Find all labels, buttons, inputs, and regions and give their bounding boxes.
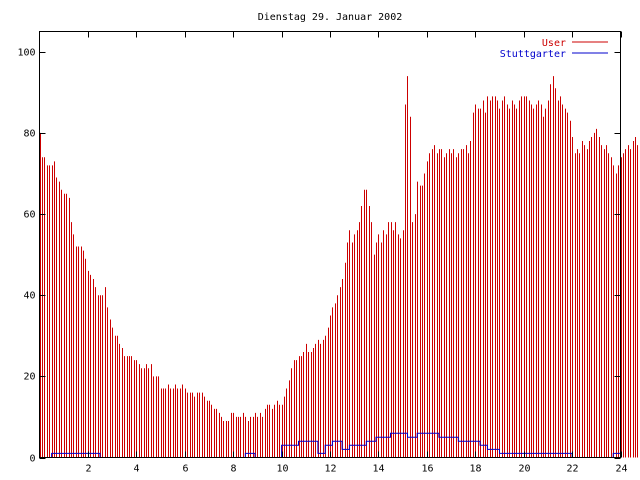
x-tick-label: 20: [518, 464, 530, 475]
x-tick-label: 14: [372, 464, 384, 475]
x-tick-label: 8: [230, 464, 236, 475]
x-tick-label: 12: [324, 464, 336, 475]
legend-label-user: User: [542, 38, 566, 49]
legend: User Stuttgarter: [500, 38, 608, 60]
x-tick-label: 10: [276, 464, 288, 475]
x-tick-label: 6: [182, 464, 188, 475]
x-tick-label: 22: [566, 464, 578, 475]
x-tick-label: 18: [469, 464, 481, 475]
y-tick-label: 80: [23, 129, 35, 140]
y-tick-label: 20: [23, 372, 35, 383]
y-tick-label: 100: [17, 48, 35, 59]
y-tick-label: 60: [23, 210, 35, 221]
y-tick-label: 0: [29, 454, 35, 465]
x-tick-label: 2: [85, 464, 91, 475]
user-series: [40, 76, 638, 458]
y-tick-label: 40: [23, 291, 35, 302]
x-tick-label: 16: [421, 464, 433, 475]
x-tick-label: 24: [615, 464, 627, 475]
x-tick-label: 4: [133, 464, 139, 475]
chart-title: Dienstag 29. Januar 2002: [258, 12, 403, 23]
legend-label-stuttgarter: Stuttgarter: [500, 49, 566, 60]
